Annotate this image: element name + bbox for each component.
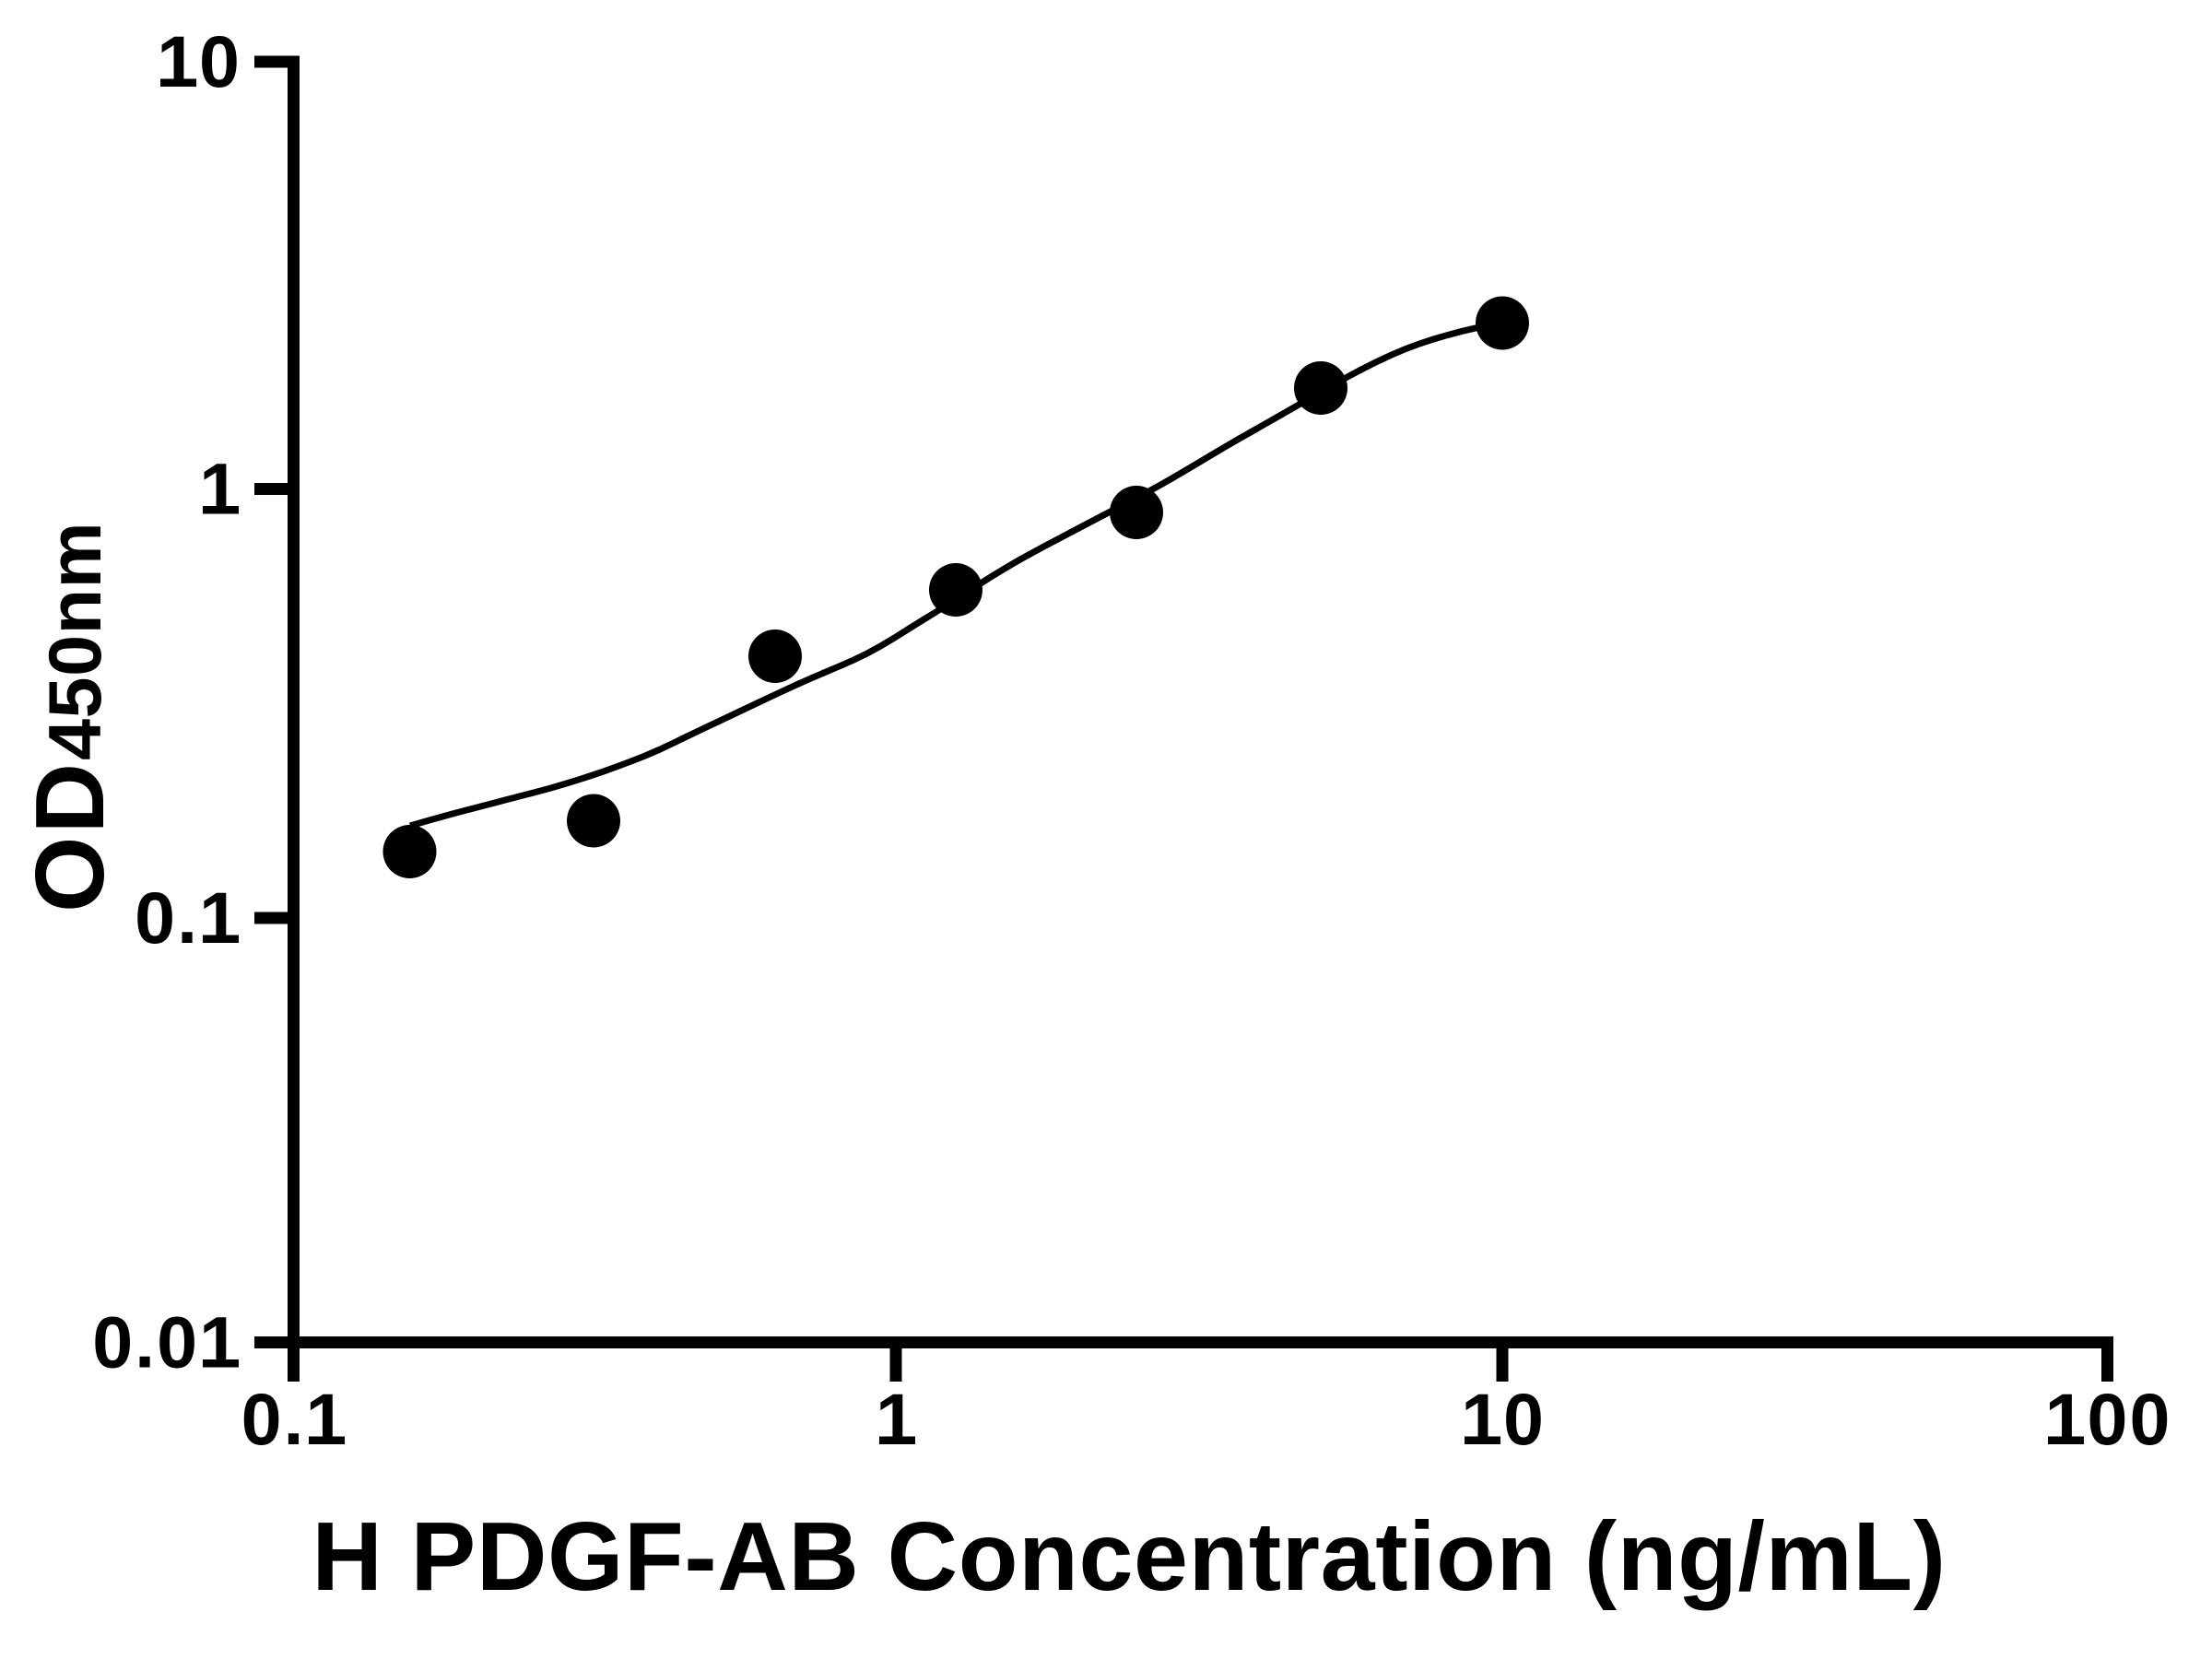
- svg-text:100: 100: [2045, 1378, 2172, 1460]
- svg-text:1: 1: [199, 448, 241, 530]
- svg-text:0.1: 0.1: [241, 1378, 348, 1460]
- svg-text:1: 1: [876, 1378, 918, 1460]
- svg-text:10: 10: [1461, 1378, 1546, 1460]
- svg-text:0.01: 0.01: [92, 1301, 241, 1383]
- svg-text:H PDGF-AB Concentration (ng/mL: H PDGF-AB Concentration (ng/mL): [312, 1502, 1946, 1611]
- svg-text:OD450nm: OD450nm: [16, 522, 124, 912]
- svg-text:10: 10: [157, 20, 241, 102]
- svg-text:0.1: 0.1: [135, 877, 241, 959]
